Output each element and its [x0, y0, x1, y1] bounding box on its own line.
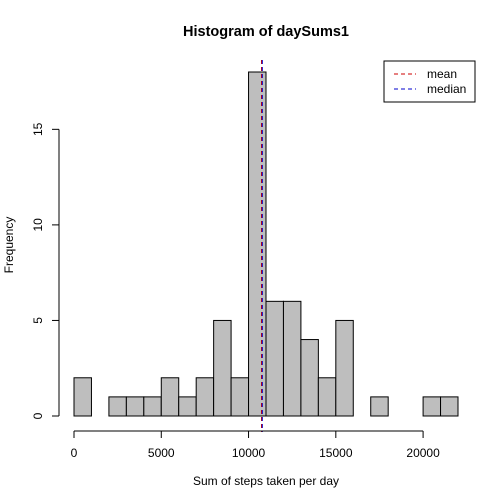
- histogram-bar: [230, 377, 250, 417]
- x-tick-label: 10000: [232, 446, 266, 460]
- histogram-bar: [160, 377, 180, 417]
- legend-median-label: median: [427, 82, 466, 96]
- histogram-bar: [422, 396, 442, 417]
- x-tick-label: 20000: [406, 446, 440, 460]
- chart-title: Histogram of daySums1: [183, 24, 349, 40]
- histogram-bar: [440, 396, 459, 417]
- x-axis: 0 5000 10000 15000 20000: [71, 430, 440, 460]
- y-tick-label: 15: [31, 122, 45, 136]
- histogram-bar: [125, 396, 145, 417]
- y-axis: 0 5 10 15: [31, 122, 60, 419]
- histogram-bar: [213, 319, 232, 417]
- histogram-bar: [300, 339, 319, 417]
- histogram-bar: [108, 396, 127, 417]
- histogram-bar: [265, 300, 284, 417]
- histogram-bar: [143, 396, 162, 417]
- histogram-bar: [317, 377, 337, 417]
- histogram-bar: [248, 71, 267, 417]
- y-tick-label: 10: [31, 218, 45, 232]
- y-axis-label: Frequency: [2, 217, 16, 274]
- legend-mean-label: mean: [427, 67, 457, 81]
- y-tick-label: 0: [31, 412, 45, 419]
- histogram-bar: [370, 396, 389, 417]
- bars-group: [73, 71, 459, 417]
- histogram-bar: [335, 319, 354, 417]
- histogram-bar: [73, 377, 92, 417]
- x-tick-label: 0: [71, 446, 78, 460]
- y-tick-label: 5: [31, 317, 45, 324]
- x-tick-label: 15000: [319, 446, 353, 460]
- histogram-bar: [178, 396, 197, 417]
- x-tick-label: 5000: [148, 446, 175, 460]
- x-axis-label: Sum of steps taken per day: [193, 474, 339, 488]
- histogram-bar: [195, 377, 215, 417]
- legend-box: [383, 60, 476, 103]
- histogram-bar: [282, 300, 302, 417]
- reference-lines-group: [261, 60, 263, 432]
